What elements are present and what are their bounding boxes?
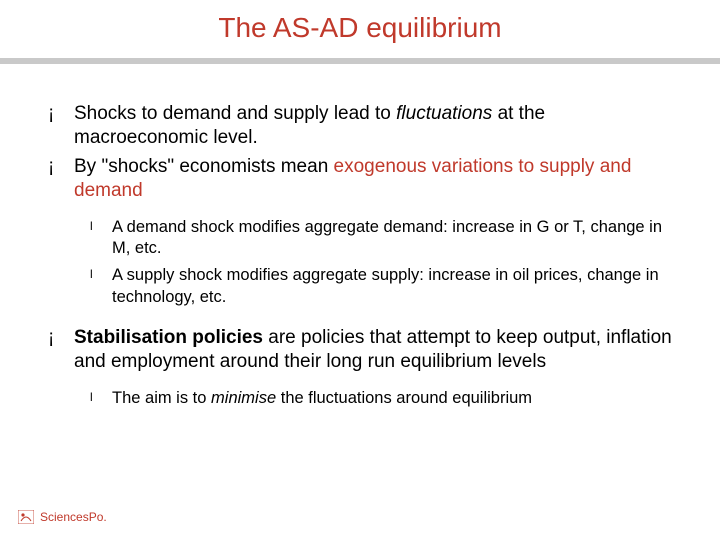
bullet-2: By "shocks" economists mean exogenous va…	[44, 155, 676, 308]
sciencespo-logo-icon	[18, 510, 34, 524]
bullet-list-level2: The aim is to minimise the fluctuations …	[74, 388, 676, 409]
text: The aim is to	[112, 389, 211, 407]
bullet-list-level1: Shocks to demand and supply lead to fluc…	[44, 102, 676, 308]
sub-bullet: The aim is to minimise the fluctuations …	[88, 388, 676, 409]
text-bold: Stabilisation policies	[74, 327, 263, 348]
bullet-list-level1: Stabilisation policies are policies that…	[44, 326, 676, 410]
bullet-list-level2: A demand shock modifies aggregate demand…	[74, 217, 676, 307]
slide-content: Shocks to demand and supply lead to fluc…	[0, 64, 720, 409]
text-italic: fluctuations	[396, 103, 497, 124]
sub-bullet: A demand shock modifies aggregate demand…	[88, 217, 676, 259]
text: By "shocks" economists mean	[74, 156, 334, 177]
bullet-1: Shocks to demand and supply lead to fluc…	[44, 102, 676, 151]
bullet-3: Stabilisation policies are policies that…	[44, 326, 676, 410]
text: Shocks to demand and supply lead to	[74, 103, 396, 124]
slide-title: The AS-AD equilibrium	[0, 0, 720, 58]
footer-brand: SciencesPo.	[40, 510, 107, 524]
text: the fluctuations around equilibrium	[281, 389, 532, 407]
sub-bullet: A supply shock modifies aggregate supply…	[88, 265, 676, 307]
footer: SciencesPo.	[18, 510, 107, 524]
text-italic: minimise	[211, 389, 281, 407]
